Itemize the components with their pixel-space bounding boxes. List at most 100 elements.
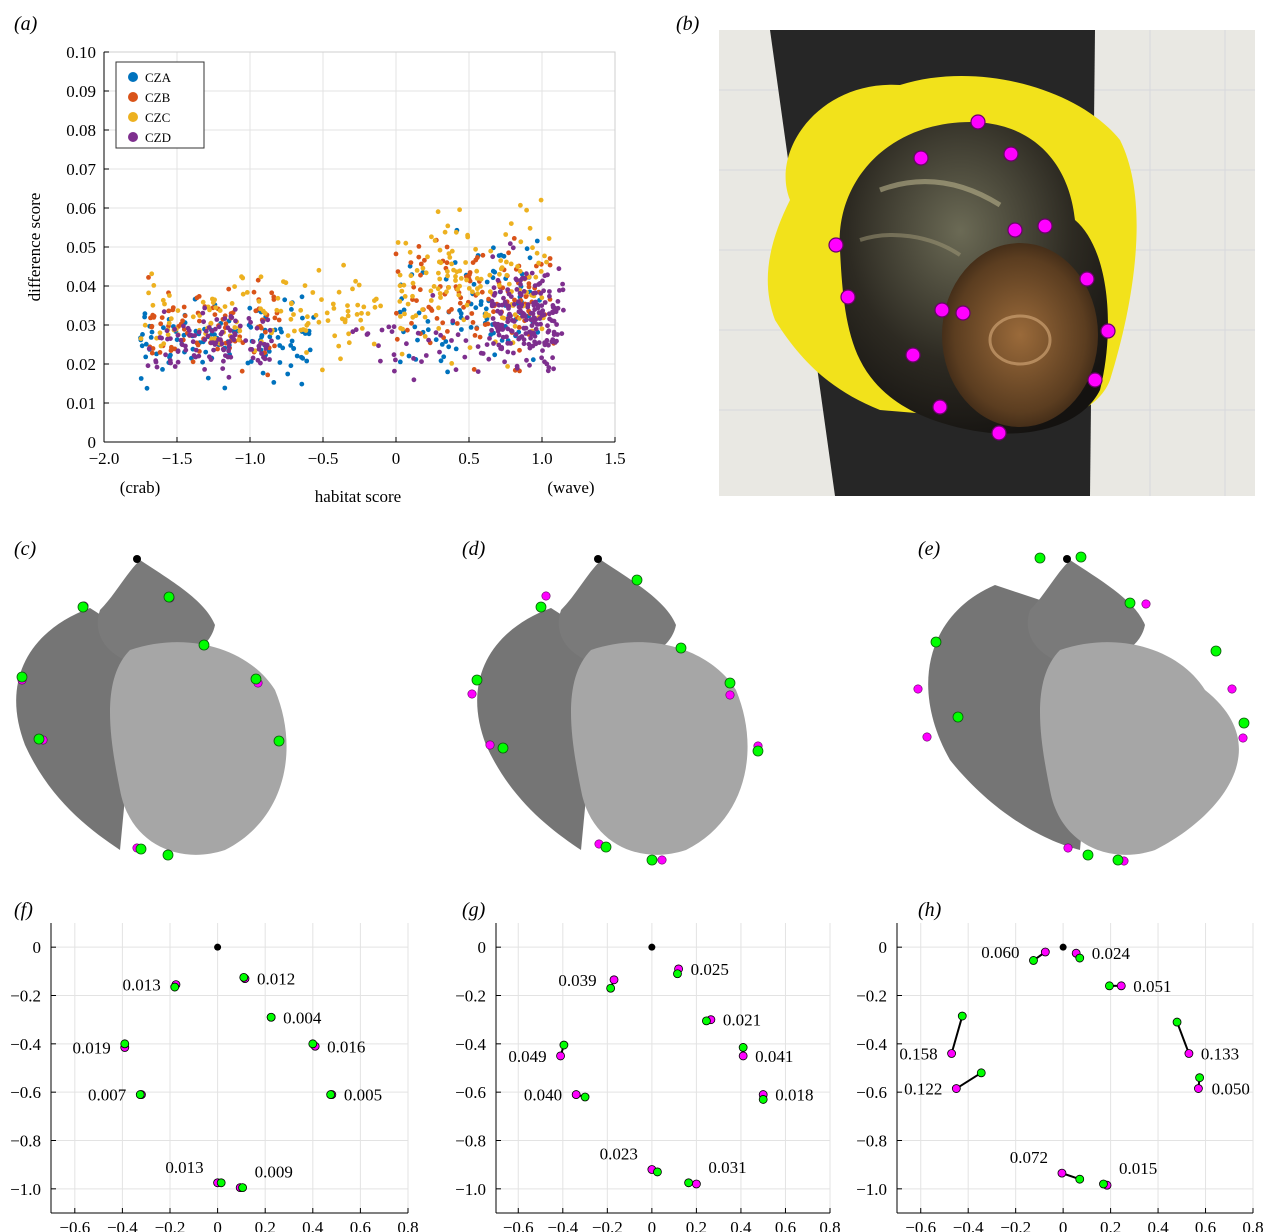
point-cza <box>140 332 145 337</box>
point-czd <box>489 298 495 304</box>
point-czd <box>209 328 215 334</box>
point-czc <box>453 278 458 283</box>
point-czc <box>399 288 405 294</box>
point-czc <box>168 316 174 322</box>
point-cza <box>306 331 312 337</box>
y-tick-label: 0.04 <box>66 277 96 296</box>
point-czc <box>539 326 545 332</box>
y-tick-label: −0.6 <box>455 1083 486 1102</box>
point-czc <box>298 327 304 333</box>
point-czd <box>491 341 496 346</box>
point-czd <box>535 305 541 311</box>
point-czd <box>505 287 511 292</box>
point-czc <box>456 292 462 298</box>
landmark-green <box>471 674 483 686</box>
point-green <box>976 1068 986 1078</box>
chart-panel-a: −2.0 −1.5 −1.0 −0.5 0 0.5 1.0 1.5 0 0.01 0.02 0.03 0… <box>25 43 626 506</box>
point-czd <box>269 338 274 344</box>
point-czc <box>240 291 246 297</box>
distance-label: 0.158 <box>899 1045 937 1064</box>
point-czc <box>464 302 470 308</box>
point-cza <box>288 363 294 369</box>
point-czc <box>175 308 181 313</box>
landmark-marker <box>1037 218 1053 234</box>
point-czd <box>534 322 540 327</box>
point-czd <box>511 319 517 324</box>
point-czc <box>274 307 280 313</box>
point-czc <box>232 325 238 330</box>
point-czc <box>310 290 316 295</box>
distance-label: 0.004 <box>283 1008 322 1027</box>
point-czb <box>146 275 151 280</box>
point-green <box>559 1040 569 1050</box>
point-cza <box>425 327 431 333</box>
y-tick-label: 0.02 <box>66 355 96 374</box>
distance-label: 0.005 <box>344 1086 382 1105</box>
point-czc <box>232 284 238 289</box>
point-czd <box>188 332 194 338</box>
point-czd <box>507 241 513 247</box>
y-tick-label: −0.4 <box>455 1035 486 1054</box>
legend-label-czc: CZC <box>145 110 170 125</box>
point-cza <box>139 343 145 349</box>
point-magenta <box>1194 1084 1203 1093</box>
shell-left-whorl <box>477 608 601 850</box>
landmark-green <box>631 574 643 586</box>
point-czd <box>159 335 165 341</box>
point-czc <box>410 314 416 320</box>
landmark-green <box>497 742 509 754</box>
point-czc <box>432 238 438 243</box>
point-czd <box>379 327 385 333</box>
point-czd <box>255 357 261 363</box>
point-czc <box>446 251 452 256</box>
point-czd <box>233 318 238 324</box>
point-czb <box>491 309 496 315</box>
point-czc <box>353 278 358 284</box>
point-magenta <box>609 975 619 985</box>
point-czd <box>532 333 538 339</box>
point-czd <box>165 336 170 342</box>
point-czd <box>154 364 160 370</box>
point-czd <box>214 317 220 322</box>
point-czc <box>478 276 484 282</box>
landmark-magenta <box>725 690 735 700</box>
distance-label: 0.019 <box>73 1038 111 1057</box>
point-green <box>308 1039 318 1049</box>
point-czd <box>389 329 395 334</box>
point-czb <box>410 297 415 302</box>
point-cza <box>260 370 266 376</box>
distance-label: 0.122 <box>904 1080 942 1099</box>
point-czb <box>405 327 410 333</box>
point-czb <box>526 284 532 290</box>
point-czb <box>454 321 460 326</box>
point-czd <box>190 339 196 345</box>
point-czc <box>167 293 172 298</box>
point-czd <box>487 336 492 341</box>
distance-label: 0.021 <box>723 1011 761 1030</box>
panel-label-d: (d) <box>462 538 486 560</box>
point-czb <box>411 284 417 290</box>
landmark-marker <box>905 347 921 363</box>
point-czb <box>511 236 517 241</box>
point-czd <box>226 374 232 380</box>
point-czc <box>325 318 331 323</box>
point-cza <box>289 307 294 312</box>
point-czd <box>419 359 424 364</box>
point-cza <box>289 338 295 344</box>
point-czd <box>450 318 456 324</box>
point-green <box>216 1178 226 1188</box>
point-czd <box>202 367 208 372</box>
landmark-green <box>1238 717 1250 729</box>
point-czd <box>508 294 514 299</box>
point-czc <box>445 223 451 229</box>
point-czb <box>182 313 188 319</box>
y-tick-label: −0.6 <box>856 1083 887 1102</box>
point-czc <box>546 236 552 241</box>
landmark-marker <box>1100 323 1116 339</box>
point-green <box>1099 1179 1108 1189</box>
point-czc <box>355 302 361 308</box>
point-czd <box>518 282 523 287</box>
x-tick-label: 0 <box>213 1218 222 1232</box>
point-czd <box>175 332 181 338</box>
origin-point <box>1059 943 1067 951</box>
